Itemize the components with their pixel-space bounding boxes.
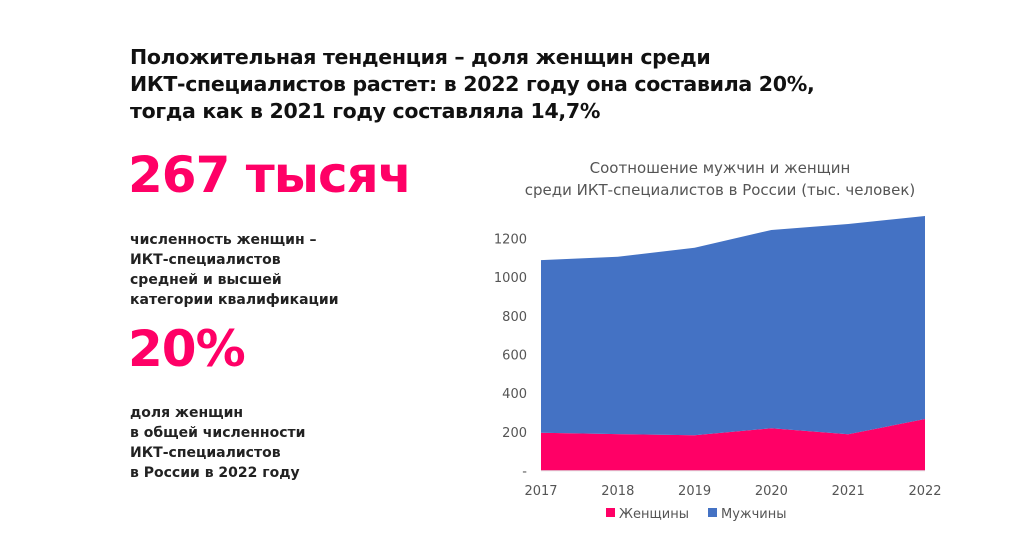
stat-women-share-desc: доля женщин в общей численности ИКТ-спец… xyxy=(130,403,305,483)
desc-line: категории квалификации xyxy=(130,292,339,308)
x-tick-label: 2021 xyxy=(832,484,865,499)
chart-title-line: среди ИКТ-специалистов в России (тыс. че… xyxy=(524,181,916,199)
x-tick-label: 2019 xyxy=(678,484,711,499)
stat-women-count-desc: численность женщин – ИКТ-специалистов ср… xyxy=(130,230,339,310)
stat-women-count: 267 тысяч xyxy=(128,146,412,204)
series-area-women xyxy=(541,418,925,471)
headline: Положительная тенденция – доля женщин ср… xyxy=(130,44,815,125)
x-tick-label: 2022 xyxy=(908,484,941,499)
desc-line: ИКТ-специалистов xyxy=(130,445,281,461)
chart-title-line: Соотношение мужчин и женщин xyxy=(589,159,851,177)
headline-line: Положительная тенденция – доля женщин ср… xyxy=(130,45,711,69)
x-tick-label: 2017 xyxy=(524,484,557,499)
y-tick-label: 400 xyxy=(502,387,527,402)
headline-line: ИКТ-специалистов растет: в 2022 году она… xyxy=(130,72,815,96)
desc-line: доля женщин xyxy=(130,405,244,421)
legend-label: Женщины xyxy=(619,507,689,522)
y-tick-label: 800 xyxy=(502,310,527,325)
legend-swatch xyxy=(606,508,615,517)
chart-title: Соотношение мужчин и женщин среди ИКТ-сп… xyxy=(500,157,940,201)
desc-line: ИКТ-специалистов xyxy=(130,252,281,268)
desc-line: численность женщин – xyxy=(130,232,317,248)
series-area-men xyxy=(541,216,925,436)
y-tick-label: 600 xyxy=(502,349,527,364)
headline-line: тогда как в 2021 году составляла 14,7% xyxy=(130,99,601,123)
y-tick-label: 1000 xyxy=(494,271,527,286)
stat-women-share: 20% xyxy=(128,320,246,378)
x-tick-label: 2020 xyxy=(755,484,788,499)
y-tick-label: 200 xyxy=(502,426,527,441)
y-tick-label: 1200 xyxy=(494,232,527,247)
legend-label: Мужчины xyxy=(721,507,787,522)
legend-swatch xyxy=(708,508,717,517)
desc-line: средней и высшей xyxy=(130,272,282,288)
y-tick-label: - xyxy=(522,465,527,480)
x-tick-label: 2018 xyxy=(601,484,634,499)
desc-line: в общей численности xyxy=(130,425,306,441)
desc-line: в России в 2022 году xyxy=(130,465,300,481)
